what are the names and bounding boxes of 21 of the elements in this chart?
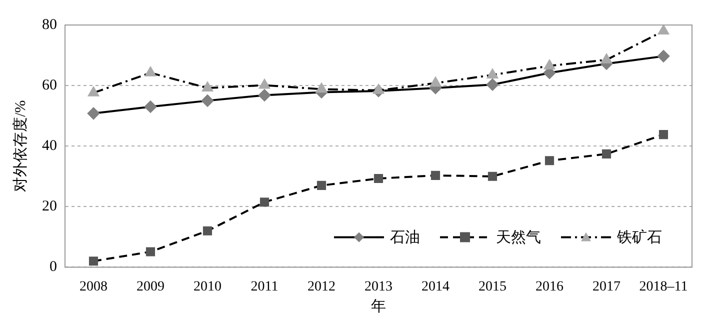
x-tick-label: 2018–11 — [639, 279, 688, 294]
legend-label: 石油 — [390, 229, 420, 246]
legend-label: 铁矿石 — [616, 229, 662, 246]
x-tick-label: 2017 — [592, 279, 620, 294]
x-tick-label: 2011 — [250, 279, 278, 294]
y-tick-label: 60 — [42, 77, 57, 94]
y-tick-label: 0 — [50, 259, 57, 276]
x-tick-label: 2009 — [136, 279, 164, 294]
x-tick-label: 2010 — [194, 279, 222, 294]
y-axis-title: 对外依存度/% — [12, 100, 29, 192]
y-tick-label: 20 — [42, 198, 57, 215]
x-tick-label: 2015 — [478, 279, 506, 294]
x-tick-label: 2014 — [422, 279, 450, 294]
x-tick-label: 2013 — [364, 279, 392, 294]
x-tick-label: 2012 — [308, 279, 336, 294]
y-tick-label: 40 — [42, 138, 57, 154]
legend-label: 天然气 — [496, 229, 541, 246]
x-axis-title: 年 — [371, 298, 386, 315]
x-tick-label: 2008 — [80, 279, 108, 294]
x-tick-label: 2016 — [536, 279, 564, 294]
y-tick-label: 80 — [42, 16, 57, 33]
